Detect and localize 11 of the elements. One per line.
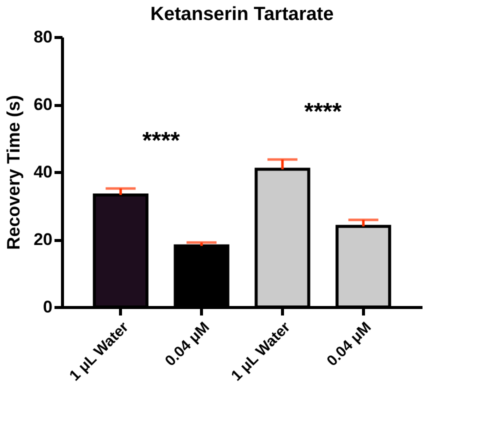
chart-title: Ketanserin Tartarate — [150, 4, 334, 25]
annotation: **** — [304, 98, 342, 126]
y-axis-title: Recovery Time (s) — [4, 95, 24, 250]
y-tick-label: 60 — [34, 95, 52, 114]
x-tick-label: 0.04 μM — [162, 318, 213, 370]
y-tick-label: 20 — [34, 230, 52, 249]
y-tick-label: 40 — [34, 162, 52, 182]
x-tick-label: 0.04 μM — [324, 318, 375, 370]
y-tick-label: 80 — [34, 28, 52, 46]
annotation: **** — [142, 127, 180, 154]
y-tick-label: 0 — [43, 298, 52, 316]
